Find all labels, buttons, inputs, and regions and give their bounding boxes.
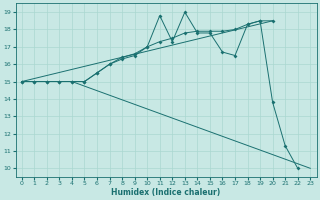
X-axis label: Humidex (Indice chaleur): Humidex (Indice chaleur): [111, 188, 221, 197]
